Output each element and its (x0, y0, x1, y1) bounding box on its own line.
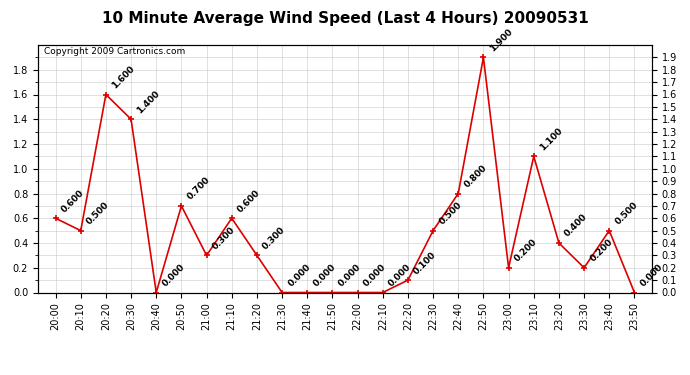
Text: 0.500: 0.500 (613, 200, 640, 226)
Text: 0.000: 0.000 (639, 262, 664, 288)
Text: 0.500: 0.500 (437, 200, 464, 226)
Text: 0.000: 0.000 (286, 262, 313, 288)
Text: 0.200: 0.200 (589, 237, 614, 264)
Text: 1.400: 1.400 (135, 89, 161, 115)
Text: Copyright 2009 Cartronics.com: Copyright 2009 Cartronics.com (44, 48, 186, 57)
Text: 0.000: 0.000 (387, 262, 413, 288)
Text: 0.300: 0.300 (261, 225, 287, 251)
Text: 10 Minute Average Wind Speed (Last 4 Hours) 20090531: 10 Minute Average Wind Speed (Last 4 Hou… (101, 11, 589, 26)
Text: 0.000: 0.000 (362, 262, 388, 288)
Text: 0.700: 0.700 (186, 176, 212, 202)
Text: 0.800: 0.800 (462, 163, 489, 189)
Text: 0.600: 0.600 (60, 188, 86, 214)
Text: 0.000: 0.000 (160, 262, 186, 288)
Text: 0.200: 0.200 (513, 237, 539, 264)
Text: 0.000: 0.000 (337, 262, 363, 288)
Text: 1.100: 1.100 (538, 126, 564, 152)
Text: 0.300: 0.300 (210, 225, 237, 251)
Text: 0.100: 0.100 (412, 250, 438, 276)
Text: 0.000: 0.000 (311, 262, 337, 288)
Text: 0.400: 0.400 (563, 213, 589, 239)
Text: 1.600: 1.600 (110, 64, 137, 90)
Text: 0.600: 0.600 (236, 188, 262, 214)
Text: 1.900: 1.900 (488, 27, 514, 53)
Text: 0.500: 0.500 (85, 200, 111, 226)
